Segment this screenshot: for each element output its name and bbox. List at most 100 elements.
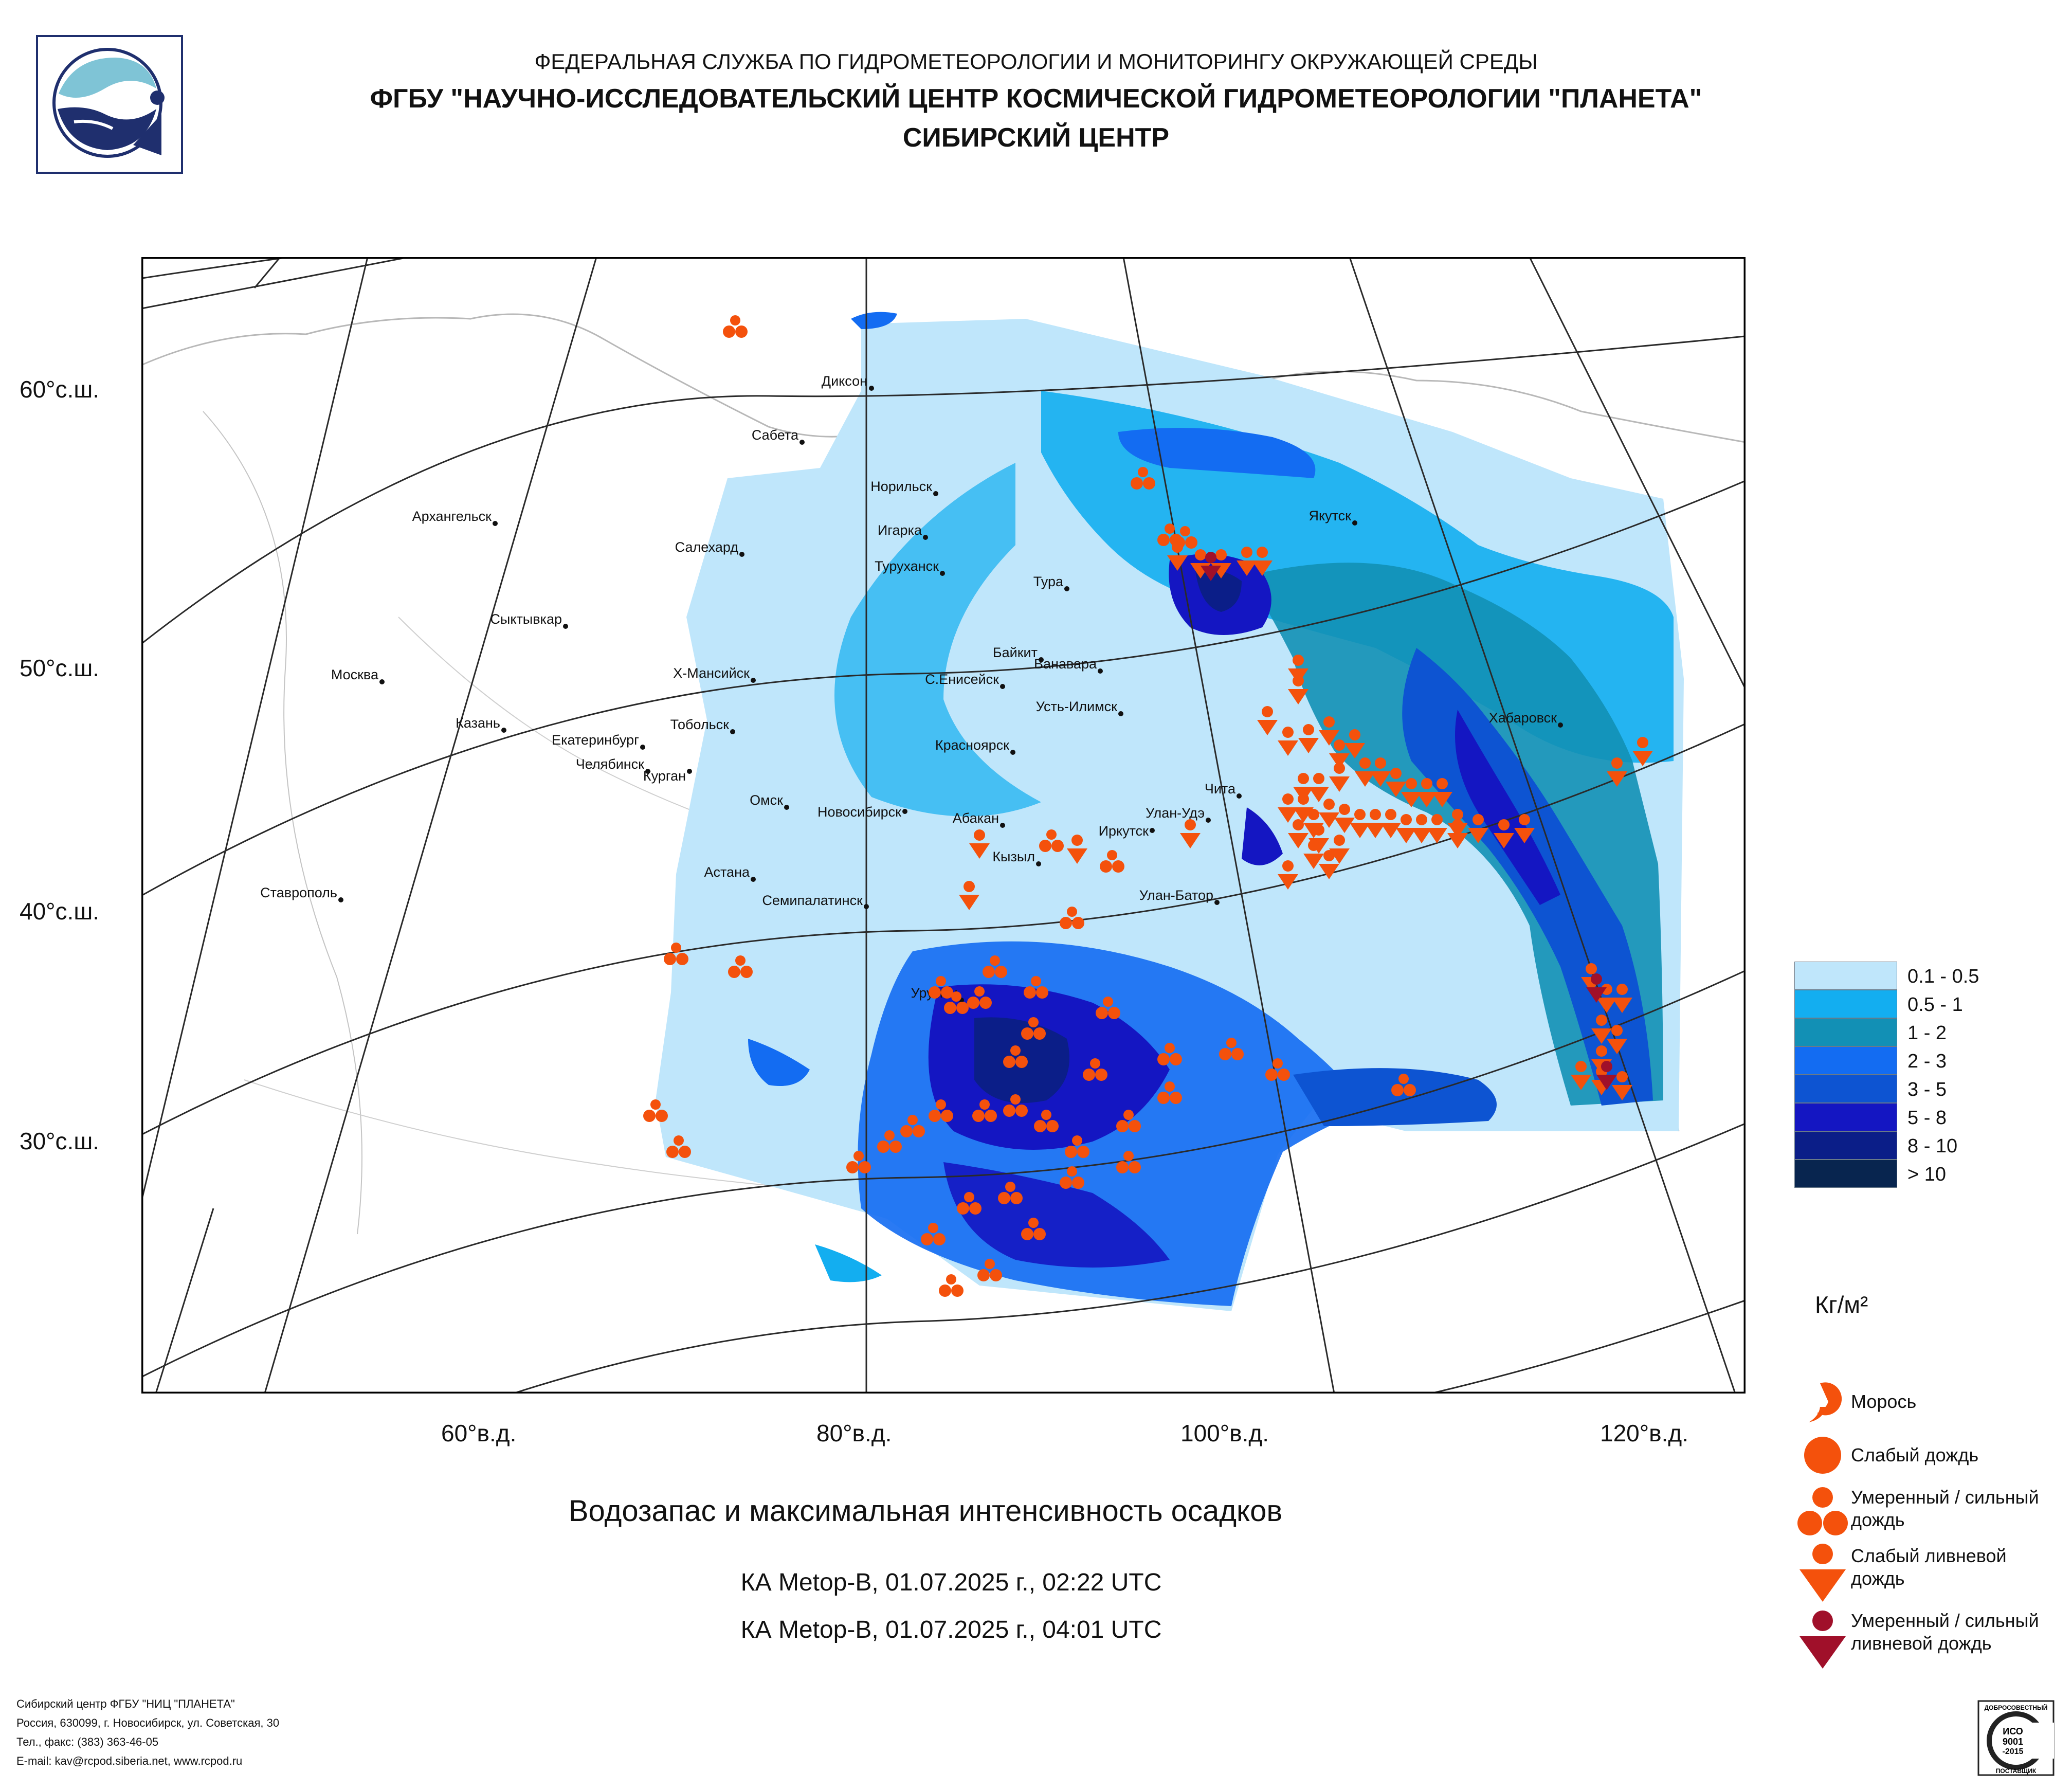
- legend-symbol-row: Умеренный / сильный дождь: [1784, 1486, 2072, 1543]
- shower-marker: [1447, 819, 1468, 848]
- shower-marker: [1303, 840, 1324, 869]
- moderate-rain-marker: [929, 1099, 953, 1122]
- city-markers: [338, 386, 1563, 1003]
- moderate-rain-marker: [1116, 1110, 1141, 1132]
- shower-marker: [1344, 729, 1365, 758]
- agency-title: ФЕДЕРАЛЬНАЯ СЛУЖБА ПО ГИДРОМЕТЕОРОЛОГИИ …: [534, 49, 1538, 74]
- graticule: [141, 257, 1746, 1394]
- moderate-rain-marker: [900, 1115, 925, 1137]
- moderate-rain-marker: [1034, 1110, 1059, 1132]
- footer-line: E-mail: kav@rcpod.siberia.net, www.rcpod…: [16, 1754, 243, 1767]
- shower-marker: [1514, 814, 1535, 843]
- iso-9001-badge: ДОБРОСОВЕСТНЫЙ ИСО 9001 -2015 ПОСТАВЩИК: [1977, 1699, 2055, 1777]
- city-label: Красноярск: [935, 737, 1009, 753]
- legend-class-row: 3 - 5: [1789, 1075, 2067, 1103]
- moderate-rain-marker: [877, 1130, 902, 1153]
- moderate-rain-marker: [1021, 1017, 1046, 1040]
- map-title: Водозапас и максимальная интенсивность о…: [568, 1494, 1283, 1528]
- shower-marker: [1319, 799, 1339, 828]
- moderate-rain-marker: [1219, 1038, 1244, 1060]
- iso-bottom-text: ПОСТАВЩИК: [1996, 1767, 2037, 1775]
- moderate-rain-icon: [1797, 1487, 1848, 1535]
- shower-marker: [1468, 814, 1488, 843]
- logo-emblem-icon: [52, 48, 165, 158]
- shower-marker: [1416, 778, 1437, 807]
- city-label: Хабаровск: [1489, 710, 1557, 726]
- legend-class-row: 2 - 3: [1789, 1046, 2067, 1075]
- city-label: Москва: [331, 667, 379, 682]
- legend-class-label: 3 - 5: [1907, 1079, 1947, 1100]
- shower-marker: [1432, 778, 1452, 807]
- footer-contacts: Сибирский центр ФГБУ "НИЦ "ПЛАНЕТА" Росс…: [16, 1694, 279, 1770]
- shower-marker: [1355, 757, 1375, 787]
- shower-marker: [1257, 706, 1278, 735]
- map-canvas: Диксон Сабета Норильск Игарка Салехард Т…: [139, 255, 1748, 1396]
- legend-symbol-label: Умеренный / сильный: [1851, 1610, 2039, 1631]
- lon-label-120: 120°в.д.: [1600, 1420, 1688, 1446]
- city-label: Улан-Батор: [1139, 888, 1213, 903]
- shower-marker: [1571, 1061, 1591, 1090]
- lat-label-60: 60°с.ш.: [20, 376, 100, 403]
- moderate-rain-marker: [846, 1151, 871, 1173]
- shower-marker: [1607, 757, 1627, 787]
- legend-class-label: 2 - 3: [1907, 1051, 1947, 1072]
- city-label: Казань: [456, 715, 500, 731]
- iso-badge-icon: ДОБРОСОВЕСТНЫЙ ИСО 9001 -2015 ПОСТАВЩИК: [1977, 1700, 2055, 1776]
- legend-symbol-row: Слабый ливневой дождь: [1784, 1543, 2072, 1604]
- shower-marker: [1201, 552, 1221, 581]
- shower-marker: [1278, 793, 1298, 823]
- moderate-rain-marker: [998, 1182, 1023, 1204]
- city-label: Тура: [1033, 574, 1064, 589]
- city-label: Диксон: [822, 373, 867, 389]
- legend-class-row: 0.5 - 1: [1789, 990, 2067, 1018]
- moderate-rain-marker: [643, 1099, 668, 1122]
- city-labels: Диксон Сабета Норильск Игарка Салехард Т…: [260, 373, 1557, 1001]
- legend-class-row: > 10: [1789, 1160, 2067, 1188]
- satellite-pass-2: КА Metop-B, 01.07.2025 г., 04:01 UTC: [740, 1616, 1162, 1643]
- city-label: Улан-Удэ: [1146, 805, 1205, 821]
- shower-marker: [1591, 1015, 1612, 1044]
- city-label: Тобольск: [670, 717, 730, 732]
- city-label: Омск: [750, 792, 783, 808]
- lon-label-80: 80°в.д.: [816, 1420, 892, 1446]
- moderate-rain-marker: [1039, 829, 1064, 852]
- shower-marker: [1237, 547, 1257, 576]
- shower-marker: [1180, 819, 1201, 848]
- moderate-rain-marker: [1096, 997, 1120, 1019]
- iso-top-text: ДОБРОСОВЕСТНЫЙ: [1985, 1704, 2048, 1711]
- shower-marker: [1252, 547, 1273, 576]
- moderate-rain-marker: [664, 943, 688, 965]
- legend-swatch: [1794, 1046, 1897, 1075]
- legend-unit: Кг/м²: [1815, 1291, 1868, 1318]
- precipitation-symbols: [643, 315, 1653, 1297]
- shower-marker: [1350, 809, 1370, 838]
- city-label: Якутск: [1309, 508, 1352, 523]
- city-label: Сабета: [752, 427, 799, 443]
- legend-symbol-label: Слабый дождь: [1851, 1444, 1979, 1466]
- shower-marker: [1167, 541, 1188, 571]
- city-label: Х-Мансийск: [673, 665, 750, 681]
- lon-label-60: 60°в.д.: [441, 1420, 517, 1446]
- city-label: Новосибирск: [817, 804, 901, 820]
- legend-swatch: [1794, 990, 1897, 1018]
- legend-class-label: 8 - 10: [1907, 1135, 1958, 1157]
- city-label: Чита: [1205, 781, 1236, 797]
- shower-marker: [1278, 860, 1298, 890]
- shower-marker: [1334, 804, 1355, 833]
- moderate-rain-marker: [723, 315, 748, 338]
- iso-line2: 9001: [2003, 1736, 2023, 1747]
- legend-class-row: 5 - 8: [1789, 1103, 2067, 1131]
- city-label: Салехард: [675, 539, 739, 555]
- city-label: Архангельск: [412, 509, 492, 524]
- legend-swatch: [1794, 1103, 1897, 1131]
- legend-symbol-row: Морось: [1784, 1378, 2072, 1424]
- moderate-rain-marker: [929, 976, 953, 999]
- water-vapor-swath: [656, 312, 1684, 1311]
- city-label: Ставрополь: [260, 885, 337, 900]
- city-label: Усть-Илимск: [1036, 699, 1118, 714]
- legend-symbol-label: ливневой дождь: [1851, 1633, 1992, 1654]
- drizzle-icon: [1809, 1382, 1842, 1422]
- shower-marker: [959, 881, 979, 910]
- lat-label-40: 40°с.ш.: [20, 898, 100, 925]
- shower-marker: [1396, 814, 1416, 843]
